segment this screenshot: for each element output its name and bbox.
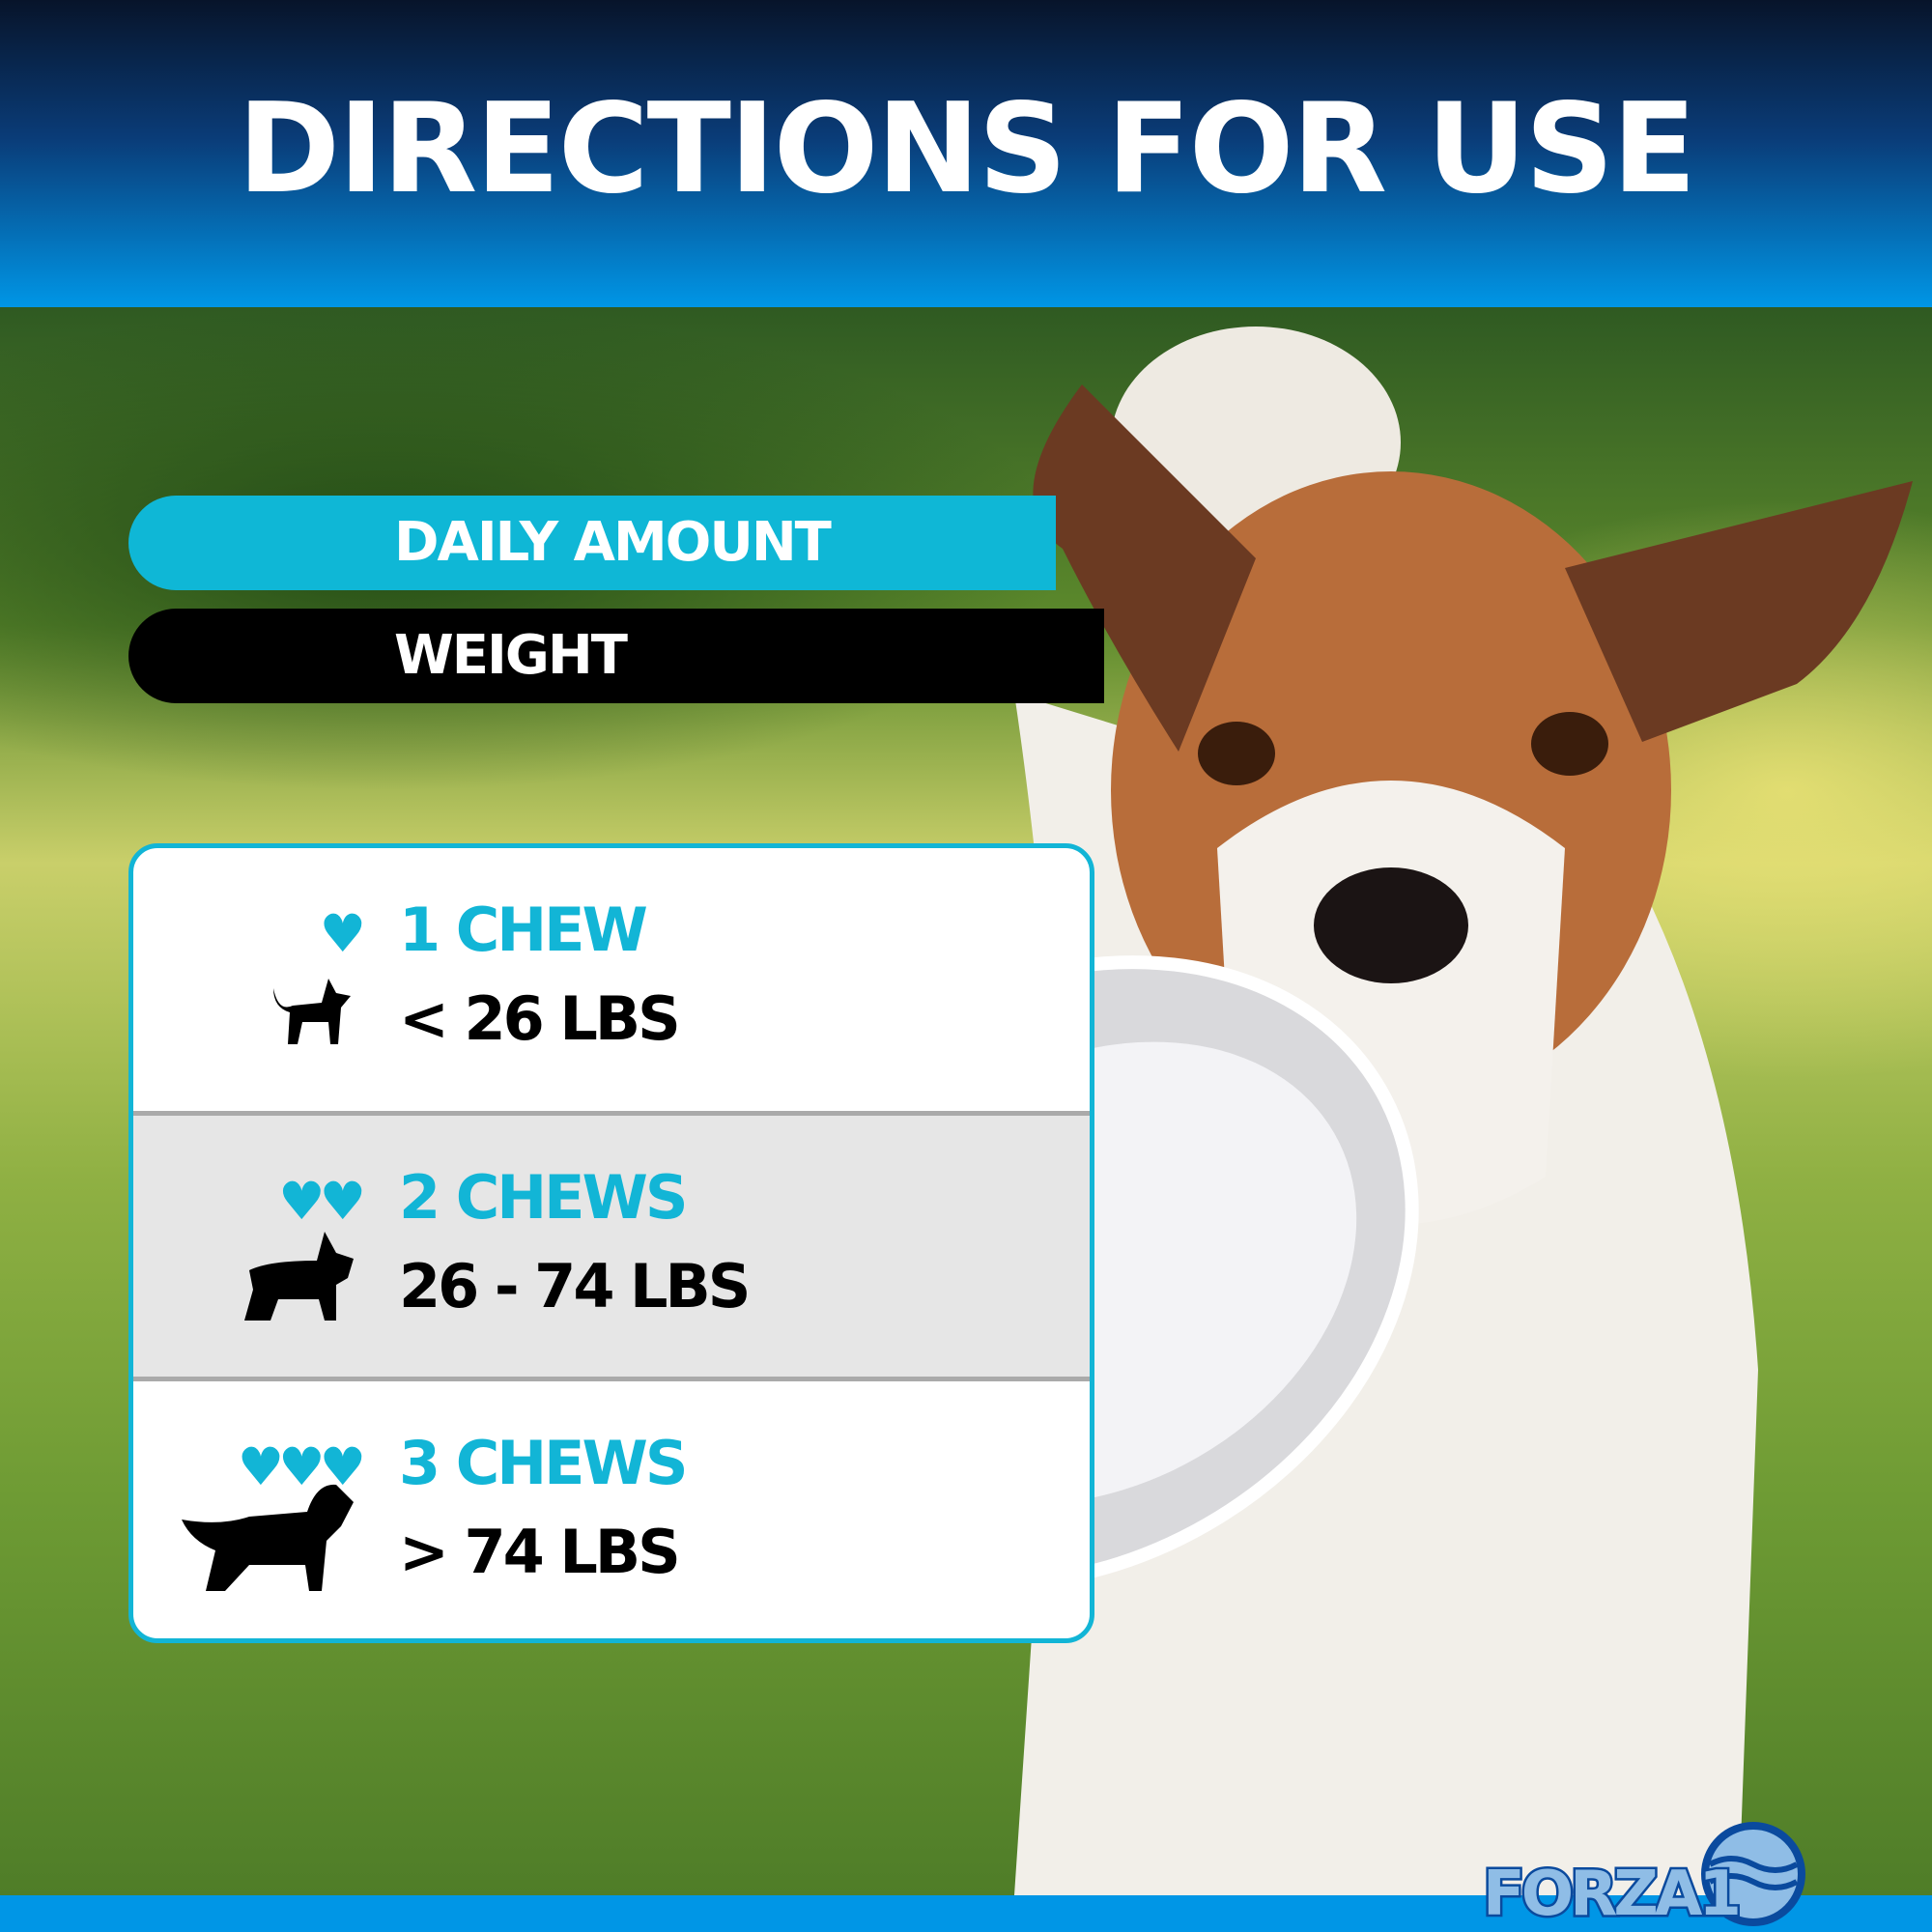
weight-text: > 74 LBS [399, 1517, 681, 1587]
footer-bar [0, 1895, 1932, 1932]
amount-text: 3 CHEWS [399, 1428, 689, 1498]
table-row: ♥♥ 2 CHEWS 26 - 74 LBS [133, 1111, 1090, 1381]
svg-text:FORZA1: FORZA1 [1483, 1859, 1738, 1927]
daily-amount-label: DAILY AMOUNT [128, 496, 1056, 590]
heart-icon: ♥♥♥ [237, 1436, 366, 1497]
medium-dog-icon [244, 1232, 354, 1321]
forza10-logo: FORZA1 [1481, 1822, 1805, 1927]
amount-text: 2 CHEWS [399, 1162, 689, 1233]
page-title: DIRECTIONS FOR USE [237, 77, 1696, 221]
weight-text: 26 - 74 LBS [399, 1251, 751, 1321]
weight-label: WEIGHT [128, 609, 1104, 703]
dosage-table: ♥ 1 CHEW < 26 LBS ♥♥ 2 CHEWS 26 - 74 LBS… [128, 843, 1094, 1643]
table-row: ♥ 1 CHEW < 26 LBS [133, 848, 1090, 1111]
weight-text: < 26 LBS [399, 983, 681, 1054]
small-dog-icon [273, 979, 351, 1044]
large-dog-icon [182, 1484, 354, 1591]
heart-icon: ♥ [319, 903, 366, 964]
table-row: ♥♥♥ 3 CHEWS > 74 LBS [133, 1381, 1090, 1638]
heart-icon: ♥♥ [278, 1171, 366, 1232]
amount-text: 1 CHEW [399, 895, 648, 965]
header-banner: DIRECTIONS FOR USE [0, 0, 1932, 307]
